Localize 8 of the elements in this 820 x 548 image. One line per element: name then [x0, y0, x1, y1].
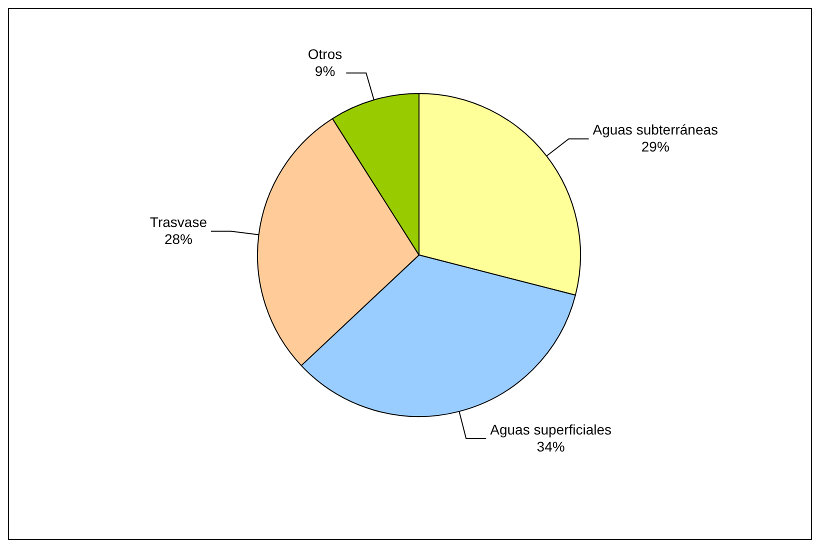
slice-label: Trasvase: [150, 214, 208, 230]
slice-label: Aguas subterráneas: [592, 122, 718, 138]
data-label: 28%: [164, 231, 192, 248]
data-label: 34%: [536, 438, 565, 454]
slice-label: Otros: [308, 46, 342, 62]
data-label: 9%: [314, 62, 336, 79]
data-label: 29%: [641, 138, 670, 155]
slice-label: Aguas superficiales: [490, 421, 612, 438]
